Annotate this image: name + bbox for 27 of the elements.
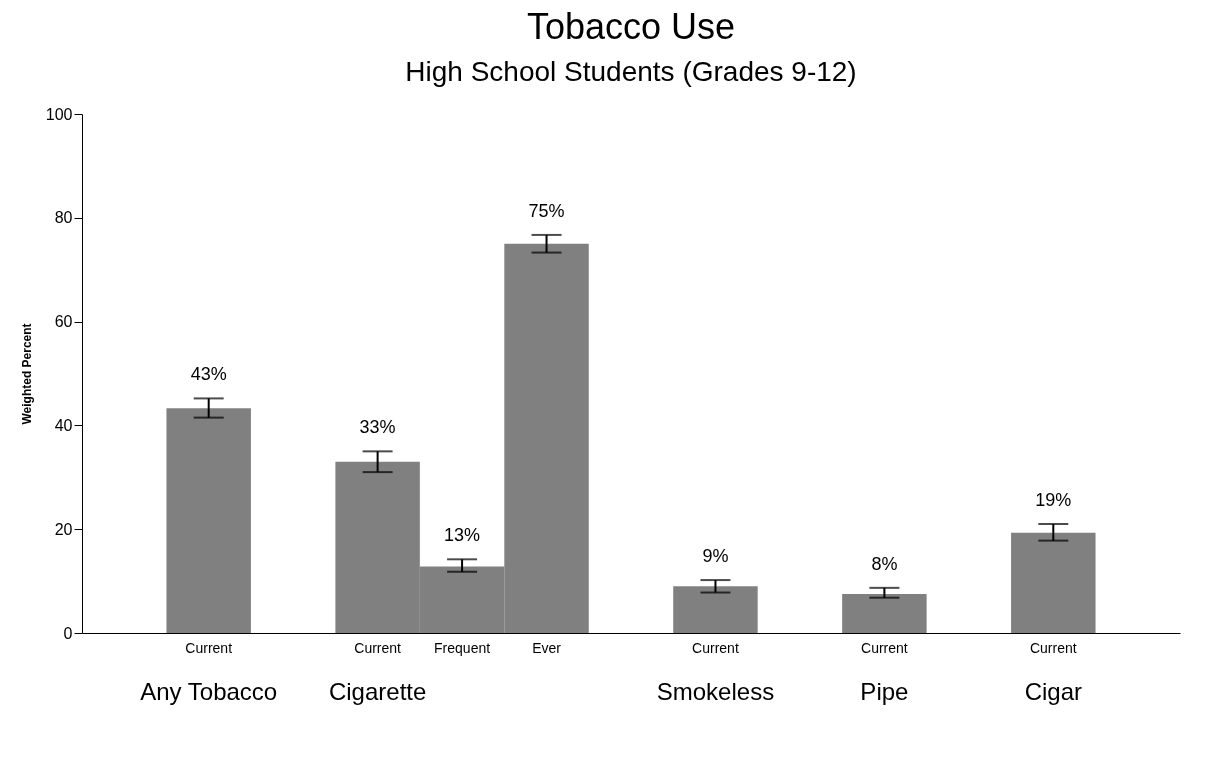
chart-title: Tobacco Use bbox=[526, 6, 736, 47]
y-tick-label: 0 bbox=[63, 624, 73, 642]
y-axis-title: Weighted Percent bbox=[19, 323, 34, 425]
bar bbox=[673, 586, 758, 633]
bar bbox=[1011, 532, 1096, 633]
y-tick-label: 60 bbox=[54, 313, 73, 331]
y-tick-label: 40 bbox=[54, 416, 73, 434]
bar bbox=[842, 594, 927, 633]
bar bbox=[166, 408, 251, 633]
y-tick-label: 20 bbox=[54, 520, 73, 538]
data-label: 8% bbox=[871, 553, 898, 574]
category-label: Current Any Tobacco bbox=[140, 639, 278, 705]
y-tick-label: 80 bbox=[54, 209, 73, 227]
x-tick-label: Ever bbox=[532, 639, 562, 656]
data-label: 33% bbox=[359, 417, 396, 438]
data-label: 43% bbox=[190, 364, 227, 385]
category-label: Current Cigarette bbox=[328, 639, 427, 705]
data-label: 13% bbox=[444, 525, 481, 546]
category-label: Current Pipe bbox=[860, 639, 909, 705]
data-label: 9% bbox=[702, 546, 729, 567]
data-label: 19% bbox=[1035, 490, 1072, 511]
x-tick-label: Frequent bbox=[434, 639, 491, 656]
category-label: Current Smokeless bbox=[656, 639, 775, 705]
category-label: Current Cigar bbox=[1024, 639, 1082, 705]
y-tick-label: 100 bbox=[45, 105, 73, 123]
data-label: 75% bbox=[528, 200, 565, 221]
chart-subtitle: High School Students (Grades 9-12) bbox=[405, 56, 857, 87]
